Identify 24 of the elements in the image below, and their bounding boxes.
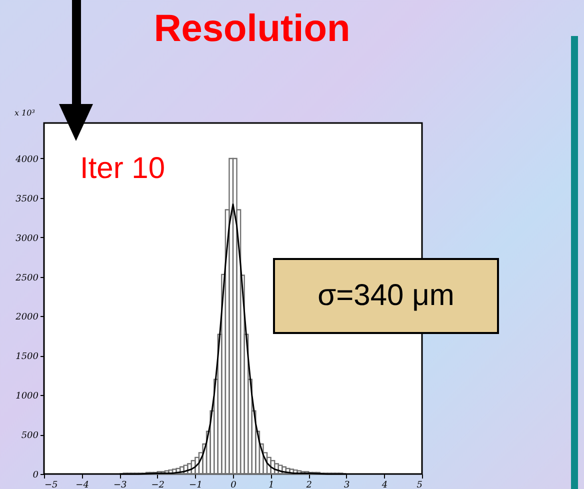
y-tick-label: 1000	[16, 392, 39, 402]
y-tick-label: 3500	[16, 194, 39, 204]
y-tick-label: 500	[21, 431, 39, 442]
x-tick-label: 2	[305, 480, 312, 489]
y-tick-label: 2000	[14, 312, 39, 323]
x-tick-label: 3	[344, 480, 350, 489]
y-tick-label: 3000	[16, 234, 39, 244]
x-tick-label: 0	[230, 480, 237, 489]
y-tick-label: 1500	[16, 352, 39, 362]
x-tick-label: −1	[189, 480, 202, 489]
x-tick-label: 5	[416, 480, 423, 489]
y-tick-label: 0	[32, 470, 39, 480]
y-tick-label: 2500	[14, 273, 39, 284]
y-axis-title: x 10³	[14, 108, 35, 118]
x-tick-label: 4	[380, 480, 388, 489]
chart-title: Resolution	[152, 8, 352, 51]
x-tick-label: −5	[44, 480, 58, 489]
x-tick-label: 1	[268, 480, 274, 489]
x-tick-label: −3	[113, 480, 127, 489]
x-tick-label: −2	[151, 480, 165, 489]
annotation: Iter 10	[80, 152, 166, 186]
y-tick-label: 4000	[14, 154, 39, 165]
x-tick-label: −4	[76, 480, 90, 489]
annotation: σ=340 μm	[273, 258, 499, 334]
